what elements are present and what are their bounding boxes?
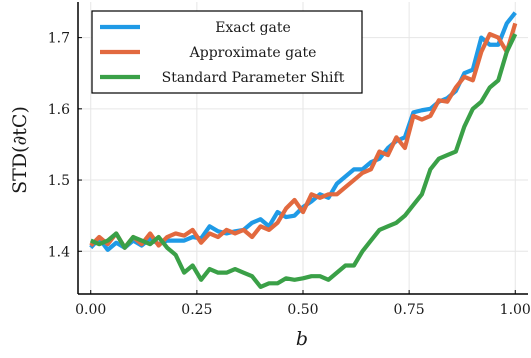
legend-label-2: Standard Parameter Shift [162,70,345,86]
legend-label-0: Exact gate [215,20,291,36]
series-line-2 [89,33,518,289]
y-tick-label: 1.7 [48,31,70,47]
y-axis-label: STD(∂tC) [9,106,31,194]
x-axis-label: b [296,328,308,350]
x-tick-label: 0.00 [75,302,106,318]
x-tick-label: 0.25 [181,302,212,318]
y-tick-label: 1.6 [48,102,70,118]
legend-label-1: Approximate gate [189,45,317,61]
y-tick-label: 1.4 [48,244,70,260]
y-tick-label: 1.5 [48,173,70,189]
x-tick-label: 0.50 [287,302,318,318]
x-tick-label: 0.75 [394,302,425,318]
x-tick-label: 1.00 [500,302,531,318]
